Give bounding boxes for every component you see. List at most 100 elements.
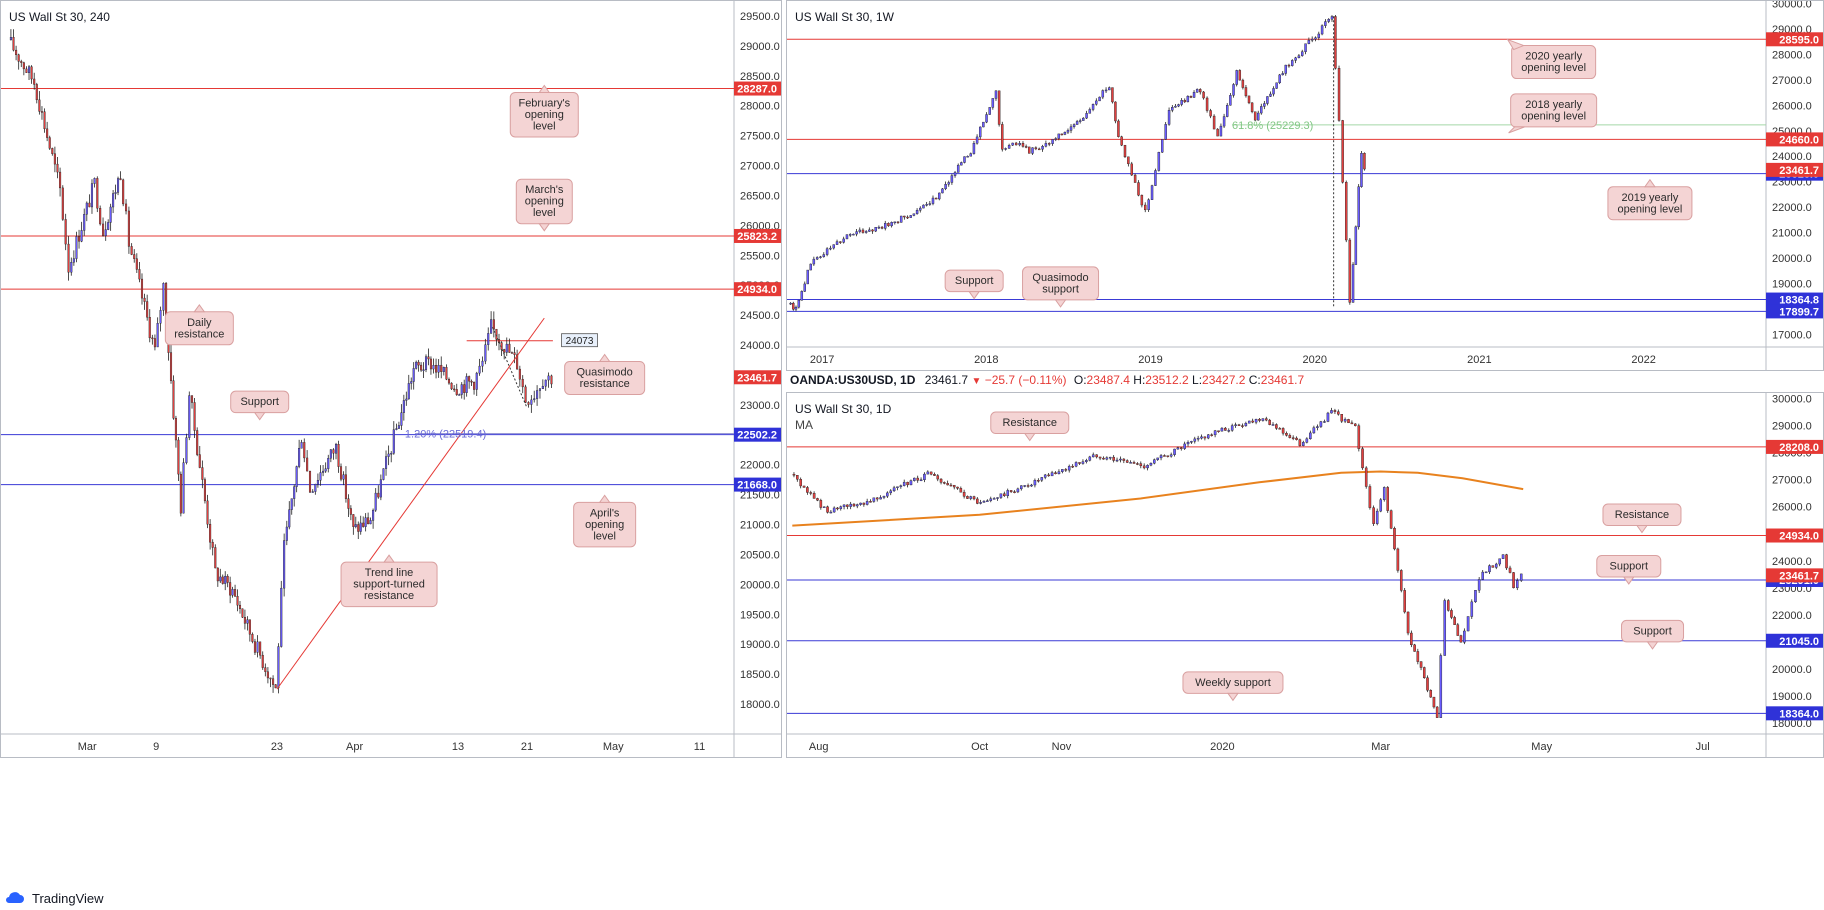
- candle: [1047, 472, 1050, 477]
- candle: [1212, 114, 1216, 130]
- candle: [201, 460, 204, 489]
- ohlc-h-label: H:: [1133, 373, 1146, 387]
- candle: [889, 489, 893, 496]
- candle: [1477, 577, 1481, 593]
- candle: [1320, 24, 1324, 36]
- candle: [364, 513, 367, 532]
- candle: [316, 473, 319, 488]
- chart-title: US Wall St 30, 1W: [795, 10, 895, 24]
- callout-text: resistance: [174, 328, 224, 340]
- candle: [59, 167, 62, 197]
- callout-text: 2019 yearly: [1621, 192, 1678, 204]
- candle: [397, 421, 400, 429]
- candle: [1033, 478, 1037, 488]
- candle: [1018, 140, 1021, 147]
- annotation-callout[interactable]: Resistance: [990, 411, 1070, 442]
- candle: [796, 475, 799, 482]
- down-triangle-icon: ▼: [971, 376, 982, 387]
- candle: [38, 91, 41, 115]
- candle: [1343, 417, 1347, 424]
- x-tick-label: May: [1531, 741, 1552, 753]
- candle: [308, 470, 312, 493]
- annotation-callout[interactable]: Support: [944, 269, 1004, 300]
- candle: [1278, 427, 1282, 430]
- candle: [1043, 473, 1047, 480]
- annotation-callout[interactable]: Support: [1621, 619, 1685, 650]
- candle: [1210, 433, 1213, 437]
- candle: [352, 514, 355, 535]
- trend-line[interactable]: [492, 326, 528, 409]
- candle: [845, 234, 849, 240]
- candle: [510, 351, 513, 354]
- candle: [1147, 198, 1150, 212]
- candle: [172, 375, 175, 420]
- candle: [198, 445, 201, 469]
- chart-subtitle: MA: [795, 418, 813, 432]
- candle: [861, 228, 865, 234]
- annotation-callout[interactable]: Support: [230, 390, 290, 421]
- candle: [1226, 103, 1229, 118]
- annotation-callout[interactable]: Weekly support: [1182, 671, 1284, 702]
- candle: [1372, 505, 1375, 526]
- candle: [960, 161, 963, 166]
- callout-text: April's: [590, 507, 620, 519]
- candle: [463, 379, 466, 400]
- candle: [1298, 438, 1302, 447]
- candle: [931, 195, 935, 206]
- y-tick-label: 28500.0: [740, 71, 780, 83]
- footer: TradingView: [4, 888, 104, 908]
- candle: [1305, 437, 1309, 444]
- candle: [1227, 428, 1231, 433]
- candle: [1269, 91, 1272, 97]
- annotation-callout[interactable]: Support: [1596, 554, 1662, 585]
- candle: [1491, 565, 1495, 568]
- candle: [1003, 491, 1006, 497]
- callout-text: March's: [525, 184, 564, 196]
- candle: [1403, 587, 1406, 614]
- candle: [1004, 147, 1007, 151]
- candle: [495, 328, 498, 346]
- candle: [979, 499, 982, 505]
- candle: [256, 635, 259, 658]
- candle: [812, 256, 816, 266]
- candle: [1333, 408, 1337, 415]
- candle: [929, 471, 933, 476]
- candle: [17, 53, 20, 70]
- candle: [538, 387, 542, 399]
- chart-panel-h4[interactable]: 18000.0 18500.0 19000.0 19500.0 20000.0 20500…: [0, 0, 782, 758]
- candles: [792, 407, 1523, 718]
- moving-average-line[interactable]: [792, 470, 1524, 527]
- candle: [1470, 599, 1474, 619]
- candle: [1130, 161, 1133, 176]
- candle: [35, 82, 38, 104]
- svg-text:21668.0: 21668.0: [737, 480, 777, 492]
- candle: [505, 337, 508, 357]
- chart-title: US Wall St 30, 240: [9, 10, 110, 24]
- candle: [1512, 572, 1515, 589]
- candle: [241, 608, 244, 619]
- candle: [1085, 110, 1088, 120]
- chart-panel-daily[interactable]: 18000.019000.020000.021000.022000.023000…: [786, 392, 1824, 758]
- candle: [524, 384, 527, 404]
- candle: [806, 486, 809, 495]
- candle: [1429, 689, 1433, 698]
- candle: [1220, 427, 1224, 432]
- chart-panel-weekly[interactable]: 17000.018000.019000.020000.021000.022000…: [786, 0, 1824, 371]
- candle: [926, 470, 930, 475]
- candle: [1275, 423, 1278, 430]
- candle: [809, 263, 812, 271]
- trend-line[interactable]: [276, 317, 545, 690]
- candle: [1153, 458, 1156, 465]
- annotation-callout[interactable]: Resistance: [1602, 503, 1682, 534]
- candle: [182, 458, 185, 514]
